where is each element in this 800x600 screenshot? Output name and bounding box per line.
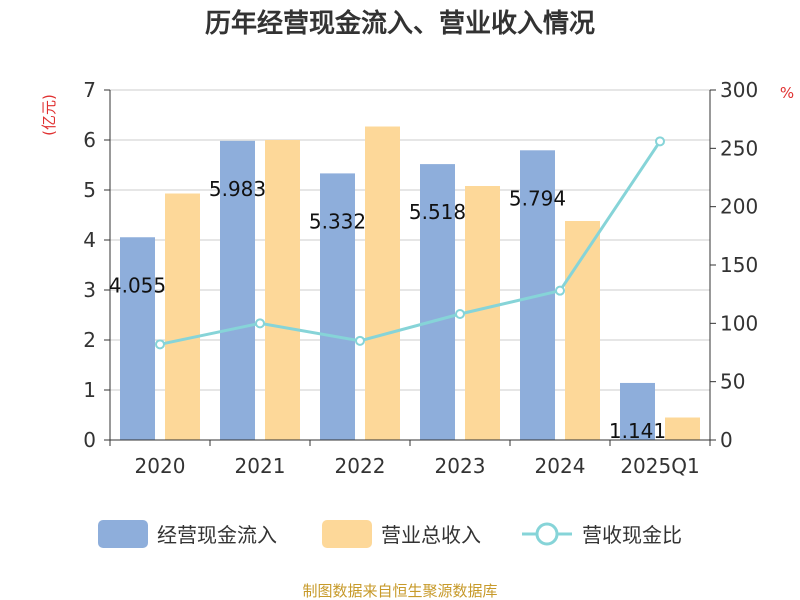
revenue-bar (565, 221, 600, 440)
cash-inflow-bar (420, 164, 455, 440)
left-tick-label: 7 (83, 78, 96, 102)
left-tick-label: 2 (83, 328, 96, 352)
x-tick-label: 2023 (435, 454, 486, 478)
ratio-point (255, 318, 265, 329)
ratio-point (455, 309, 465, 319)
x-tick-label: 2022 (335, 454, 386, 478)
x-tick-label: 2021 (235, 454, 286, 478)
data-label: 5.332 (309, 209, 366, 233)
legend-label-cash-inflow: 经营现金流入 (157, 523, 277, 547)
right-tick-label: 200 (720, 195, 758, 219)
data-label: 5.983 (209, 177, 266, 201)
right-axis-unit: % (780, 84, 794, 102)
right-tick-label: 150 (720, 253, 758, 277)
chart-title: 历年经营现金流入、营业收入情况 (205, 8, 595, 39)
revenue-bar (265, 140, 300, 440)
left-tick-label: 4 (83, 228, 96, 252)
left-tick-label: 1 (83, 378, 96, 402)
revenue-bar (165, 193, 200, 440)
left-axis-unit: (亿元) (40, 94, 58, 136)
ratio-point (155, 339, 165, 350)
legend-swatch-revenue (322, 520, 372, 548)
right-tick-label: 0 (720, 428, 733, 452)
revenue-bar (665, 417, 700, 440)
source-note: 制图数据来自恒生聚源数据库 (302, 582, 497, 600)
ratio-line (155, 136, 665, 350)
left-tick-label: 5 (83, 178, 96, 202)
data-label: 4.055 (109, 273, 166, 297)
ratio-point (355, 335, 365, 346)
x-tick-label: 2020 (135, 454, 186, 478)
ratio-line-path (159, 140, 662, 346)
data-labels: 4.055 5.983 5.332 5.518 5.794 1.141 (109, 177, 666, 443)
grid (110, 89, 710, 391)
x-tick-label: 2024 (535, 454, 586, 478)
ratio-point (555, 285, 565, 296)
legend-label-ratio: 营收现金比 (582, 523, 682, 547)
x-tick-label: 2025Q1 (620, 454, 699, 478)
left-tick-label: 3 (83, 278, 96, 302)
data-label: 1.141 (609, 419, 666, 443)
revenue-bar (365, 126, 400, 440)
data-label: 5.794 (509, 186, 566, 210)
cash-inflow-bar (320, 173, 355, 440)
left-tick-label: 6 (83, 128, 96, 152)
data-label: 5.518 (409, 200, 466, 224)
right-tick-label: 50 (720, 370, 745, 394)
right-tick-label: 100 (720, 311, 758, 335)
legend-marker-ratio (535, 522, 559, 546)
cash-inflow-bar (620, 382, 655, 440)
legend: 经营现金流入 营业总收入 营收现金比 (98, 520, 682, 548)
right-tick-label: 250 (720, 136, 758, 160)
legend-swatch-cash-inflow (98, 520, 148, 548)
axes: 0 1 2 3 4 5 6 7 0 50 100 150 200 250 300 2020 2021 2022 20… (83, 78, 758, 478)
left-tick-label: 0 (83, 428, 96, 452)
legend-label-revenue: 营业总收入 (381, 523, 481, 547)
bars (120, 126, 700, 441)
right-tick-label: 300 (720, 78, 758, 102)
cash-inflow-bar (120, 237, 155, 440)
ratio-point (655, 136, 665, 147)
cash-inflow-bar (220, 140, 255, 440)
